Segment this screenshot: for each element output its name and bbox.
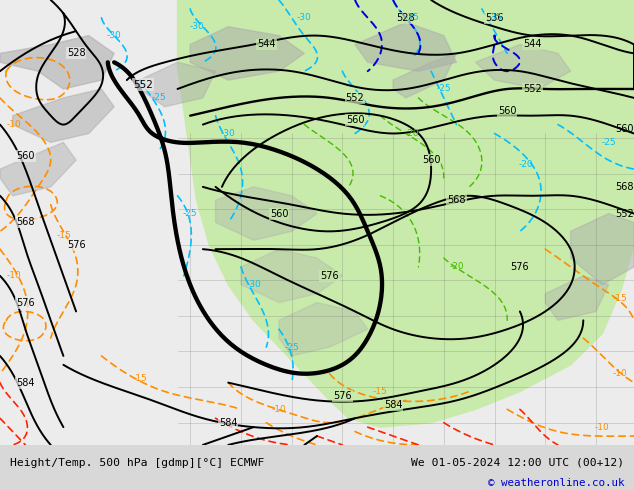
Text: -30: -30 xyxy=(107,31,122,40)
Polygon shape xyxy=(139,62,216,107)
Text: 568: 568 xyxy=(616,182,634,192)
Text: 544: 544 xyxy=(257,40,276,49)
Text: -20: -20 xyxy=(519,160,534,169)
Text: -25: -25 xyxy=(601,138,616,147)
Text: 576: 576 xyxy=(333,391,352,401)
Text: 576: 576 xyxy=(67,240,86,250)
Polygon shape xyxy=(190,26,304,80)
Polygon shape xyxy=(0,143,76,196)
Text: 584: 584 xyxy=(16,378,35,388)
Polygon shape xyxy=(216,187,317,240)
Text: 576: 576 xyxy=(510,262,529,272)
Text: -15: -15 xyxy=(373,387,388,396)
Text: Height/Temp. 500 hPa [gdmp][°C] ECMWF: Height/Temp. 500 hPa [gdmp][°C] ECMWF xyxy=(10,458,264,468)
Text: 544: 544 xyxy=(523,40,542,49)
Text: -25: -25 xyxy=(436,84,451,94)
Polygon shape xyxy=(279,302,368,356)
Text: 568: 568 xyxy=(16,218,35,227)
Text: -30: -30 xyxy=(189,22,204,31)
Text: -10: -10 xyxy=(271,405,287,414)
Text: 560: 560 xyxy=(498,106,517,116)
Polygon shape xyxy=(0,36,114,89)
Polygon shape xyxy=(393,53,456,98)
Text: -30: -30 xyxy=(246,280,261,289)
Text: -25: -25 xyxy=(284,343,299,351)
Text: -10: -10 xyxy=(613,369,628,378)
Text: -10: -10 xyxy=(6,120,21,129)
Text: -15: -15 xyxy=(57,231,72,240)
Text: 560: 560 xyxy=(16,151,35,161)
Text: -15: -15 xyxy=(613,294,628,303)
Text: -10: -10 xyxy=(595,422,610,432)
Text: 560: 560 xyxy=(346,115,365,125)
Polygon shape xyxy=(355,22,456,71)
Polygon shape xyxy=(178,0,634,427)
Polygon shape xyxy=(13,89,114,143)
Text: 584: 584 xyxy=(384,400,403,410)
Text: -25: -25 xyxy=(151,94,166,102)
Text: 576: 576 xyxy=(16,297,35,308)
Text: 552: 552 xyxy=(523,84,542,94)
Text: -30: -30 xyxy=(221,129,236,138)
Text: -20: -20 xyxy=(449,263,464,271)
Text: -15: -15 xyxy=(132,374,147,383)
Text: 552: 552 xyxy=(346,93,365,103)
Text: -20: -20 xyxy=(404,129,420,138)
Text: 552: 552 xyxy=(133,79,153,90)
Text: 528: 528 xyxy=(396,13,415,23)
Text: -35: -35 xyxy=(487,13,502,23)
Text: -35: -35 xyxy=(404,13,420,23)
Text: 560: 560 xyxy=(269,209,288,219)
Text: 568: 568 xyxy=(447,195,466,205)
Text: 560: 560 xyxy=(422,155,441,165)
Text: 552: 552 xyxy=(615,209,634,219)
Text: We 01-05-2024 12:00 UTC (00+12): We 01-05-2024 12:00 UTC (00+12) xyxy=(411,458,624,468)
Text: -25: -25 xyxy=(183,209,198,218)
Polygon shape xyxy=(571,214,634,285)
Polygon shape xyxy=(241,249,342,302)
Text: 536: 536 xyxy=(485,13,504,23)
Text: 560: 560 xyxy=(616,124,634,134)
Text: -30: -30 xyxy=(297,13,312,23)
Text: 576: 576 xyxy=(320,271,339,281)
Polygon shape xyxy=(456,0,634,62)
Text: 584: 584 xyxy=(219,417,238,428)
Polygon shape xyxy=(545,276,609,320)
Text: 528: 528 xyxy=(67,49,86,58)
Text: © weatheronline.co.uk: © weatheronline.co.uk xyxy=(488,478,624,488)
Text: -10: -10 xyxy=(6,271,21,280)
Polygon shape xyxy=(476,45,571,89)
